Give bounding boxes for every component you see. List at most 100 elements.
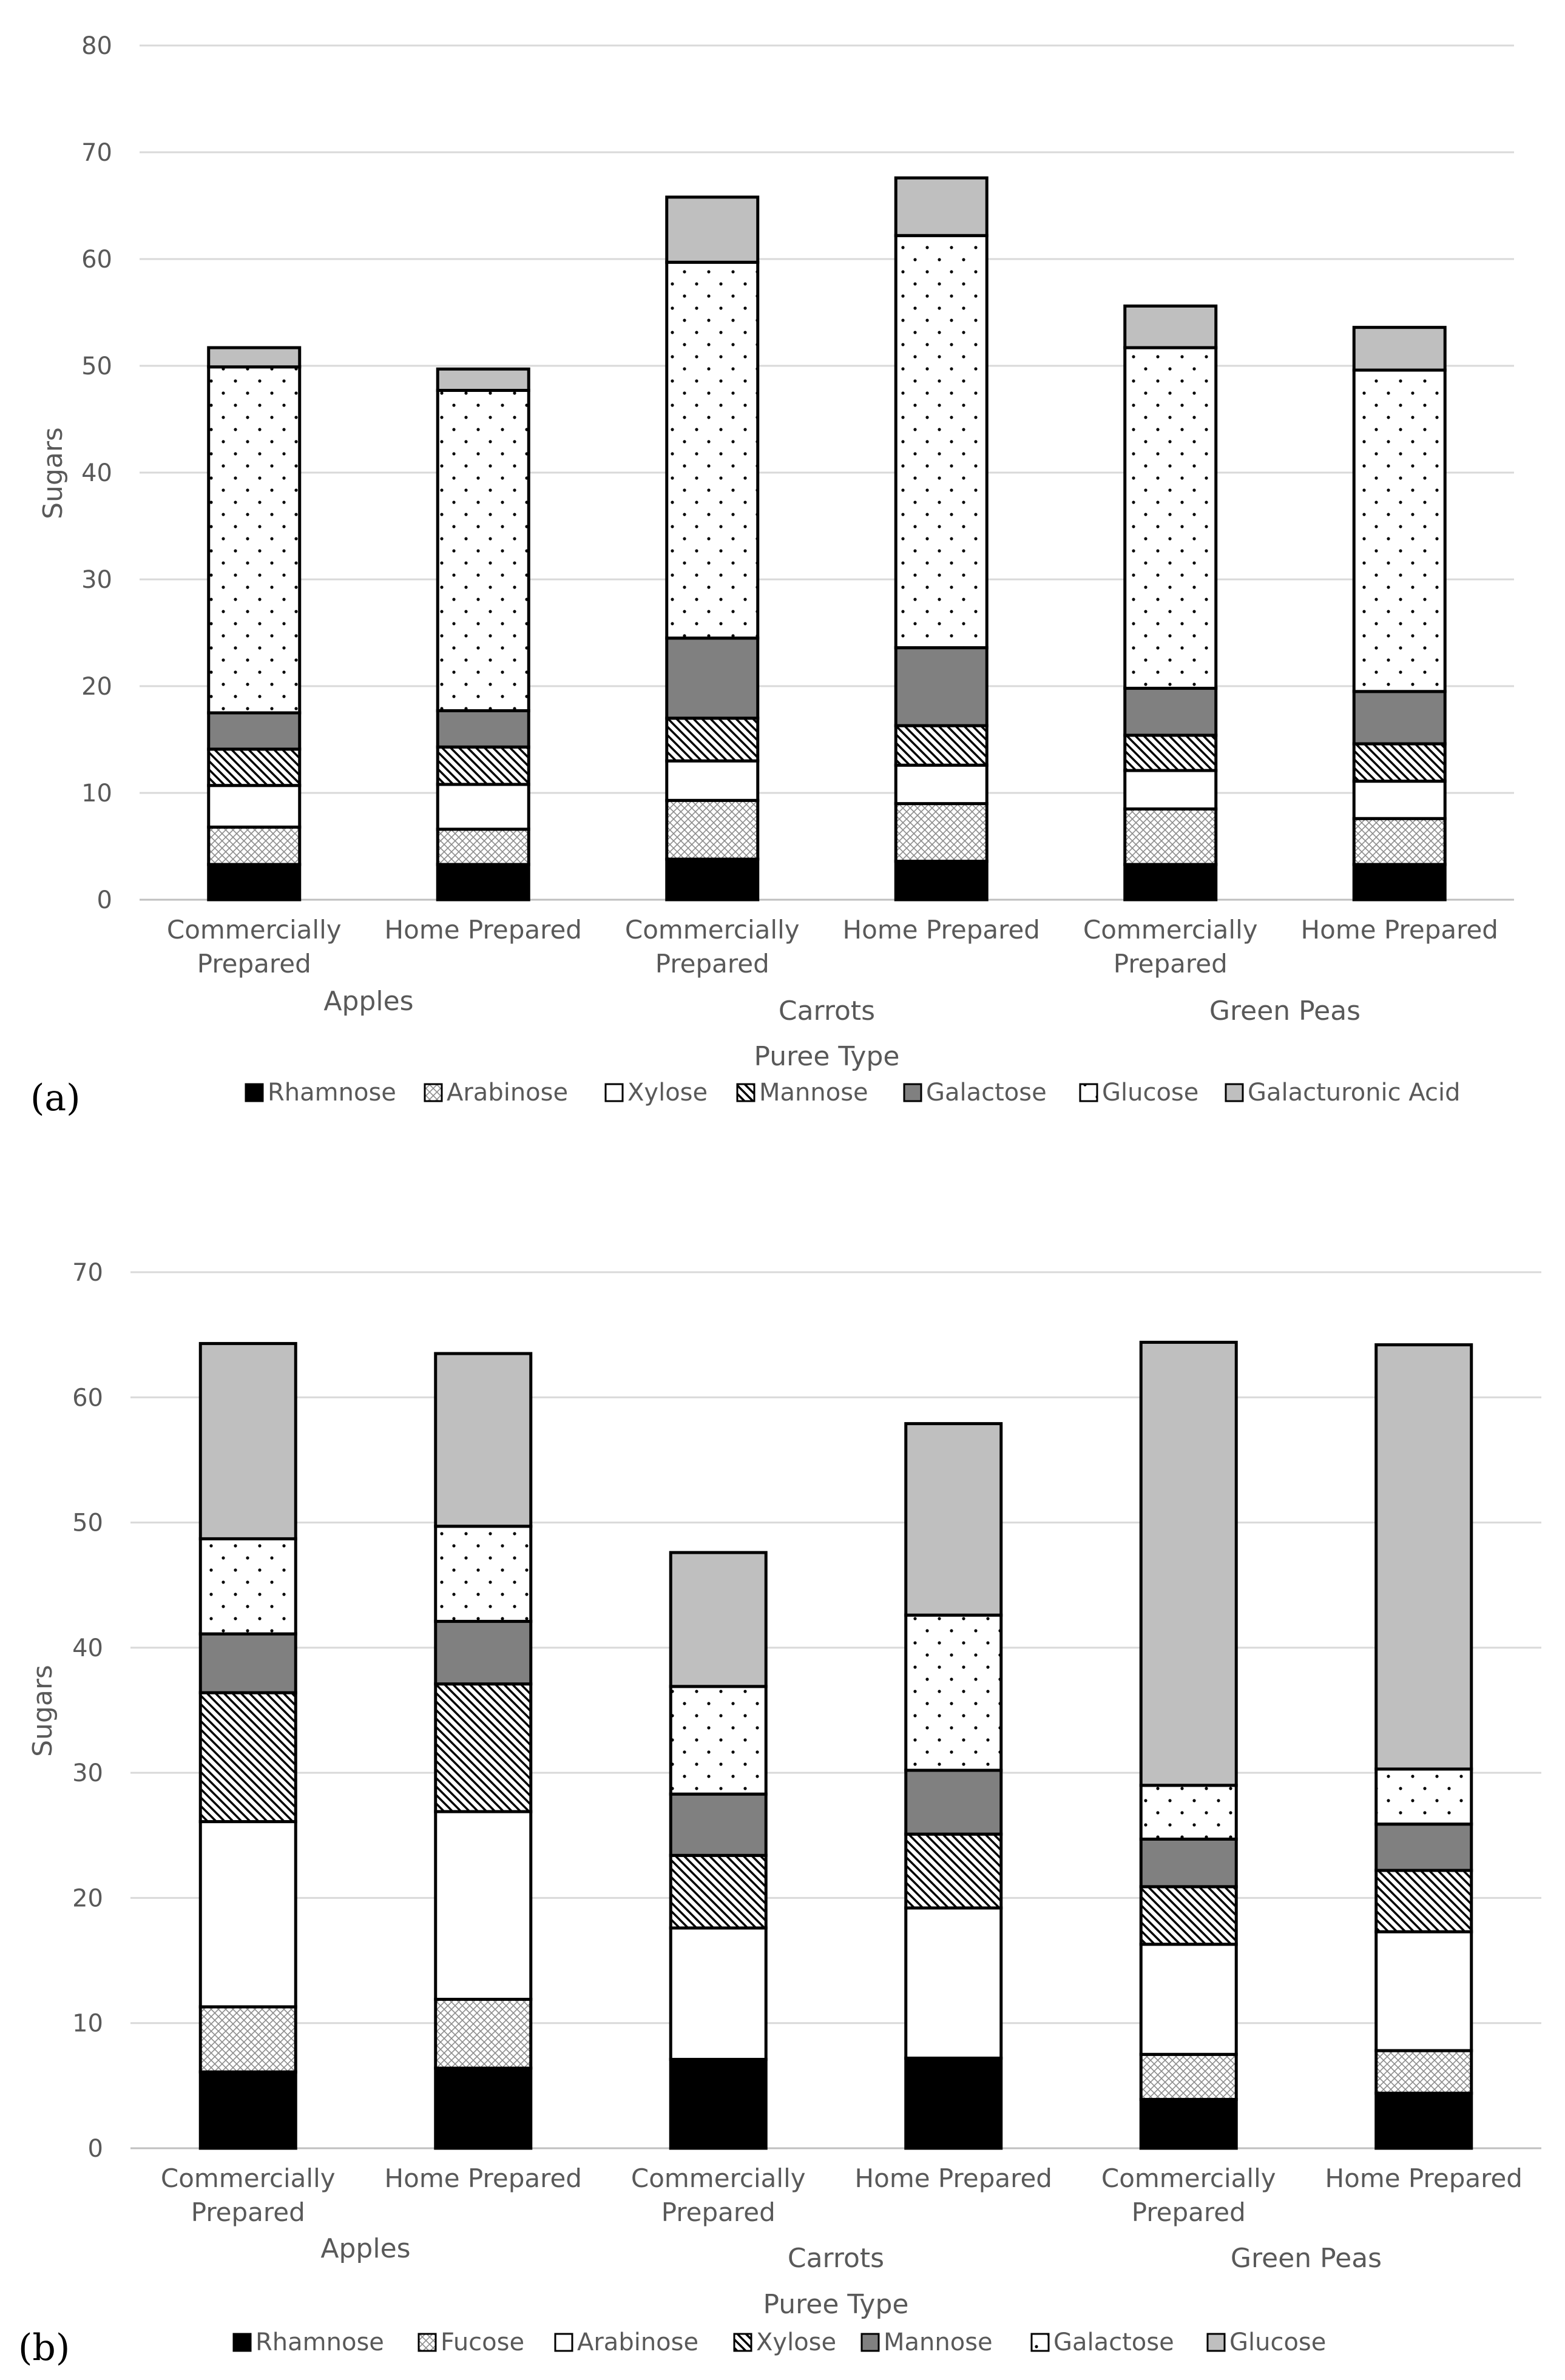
legend-swatch-xylose bbox=[733, 2333, 752, 2352]
legend-swatch-galactose bbox=[1030, 2333, 1050, 2352]
x-category-label: Prepared bbox=[661, 2197, 776, 2227]
y-tick-label-20: 20 bbox=[81, 673, 112, 701]
bar-segment-xylose-3 bbox=[904, 1832, 1003, 1910]
bar-segment-xylose-4 bbox=[1123, 769, 1218, 811]
bar-segment-mannose-3 bbox=[894, 724, 989, 767]
panel-a: 0 10 20 30 40 50 60 70 80 Commercially Prepared Hom… bbox=[30, 32, 1514, 1119]
legend-label-glucose: Glucose bbox=[1102, 1079, 1198, 1107]
x-category-label: Commercially bbox=[161, 2163, 336, 2193]
bar-segment-rhamnose-0 bbox=[198, 2070, 297, 2150]
group-label-apples: Apples bbox=[323, 986, 413, 1017]
bar-segment-mannose-1 bbox=[436, 745, 530, 786]
legend-swatch-xylose bbox=[604, 1083, 624, 1102]
bar-segment-xylose-3 bbox=[894, 763, 989, 806]
x-category-label: Commercially bbox=[625, 915, 800, 945]
legend-swatch-arabinose bbox=[424, 1083, 443, 1102]
bar-segment-galacturonic-acid-5 bbox=[1352, 326, 1447, 372]
bar-segment-arabinose-1 bbox=[436, 828, 530, 866]
legend-swatch-rhamnose bbox=[245, 1083, 264, 1102]
bar-segment-galacturonic-acid-1 bbox=[436, 367, 530, 392]
x-category-label: Home Prepared bbox=[855, 2163, 1052, 2193]
bar-segment-rhamnose-2 bbox=[665, 857, 760, 902]
x-category-label: Home Prepared bbox=[1301, 915, 1498, 945]
bar-segment-galactose-2 bbox=[669, 1685, 768, 1796]
legend-swatch-rhamnose bbox=[232, 2333, 252, 2352]
legend-swatch-glucose bbox=[1206, 2333, 1226, 2352]
bar-segment-arabinose-4 bbox=[1123, 807, 1218, 866]
group-label-carrots: Carrots bbox=[788, 2243, 884, 2274]
bar-segment-glucose-2 bbox=[665, 260, 760, 640]
legend-label-mannose: Mannose bbox=[884, 2328, 993, 2356]
legend-label-rhamnose: Rhamnose bbox=[255, 2328, 384, 2356]
legend-swatch-fucose bbox=[417, 2333, 437, 2352]
bar-segment-galacturonic-acid-2 bbox=[665, 195, 760, 264]
bar-segment-galactose-4 bbox=[1139, 1784, 1238, 1841]
y-tick-label-0: 0 bbox=[88, 2135, 103, 2163]
bar-segment-galactose-0 bbox=[207, 711, 302, 751]
x-category-label: Home Prepared bbox=[385, 2163, 582, 2193]
bar-segment-xylose-0 bbox=[198, 1691, 297, 1824]
legend-swatch-galacturonic-acid bbox=[1225, 1083, 1244, 1102]
group-label-green-peas: Green Peas bbox=[1231, 2243, 1382, 2274]
bar-segment-glucose-1 bbox=[436, 388, 530, 712]
bar-segment-glucose-5 bbox=[1374, 1343, 1473, 1771]
bar-segment-xylose-1 bbox=[434, 1682, 533, 1813]
legend-label-glucose: Glucose bbox=[1229, 2328, 1326, 2356]
x-category-label: Prepared bbox=[1132, 2197, 1246, 2227]
panel-label: (a) bbox=[30, 1077, 81, 1119]
legend-swatch-galactose bbox=[903, 1083, 922, 1102]
legend-swatch-glucose bbox=[1079, 1083, 1098, 1102]
bar-segment-mannose-5 bbox=[1374, 1822, 1473, 1872]
y-tick-label-50: 50 bbox=[72, 1509, 103, 1537]
legend-label-xylose: Xylose bbox=[627, 1079, 708, 1107]
x-category-label: Home Prepared bbox=[843, 915, 1040, 945]
bar-segment-galactose-5 bbox=[1352, 690, 1447, 746]
bar-segment-galactose-4 bbox=[1123, 687, 1218, 737]
bar-segment-arabinose-1 bbox=[434, 1810, 533, 2001]
bar-segment-arabinose-5 bbox=[1352, 817, 1447, 866]
bar-segment-arabinose-0 bbox=[207, 825, 302, 866]
legend-swatch-mannose bbox=[736, 1083, 755, 1102]
y-tick-label-40: 40 bbox=[81, 459, 112, 487]
legend-label-galactose: Galactose bbox=[1053, 2328, 1174, 2356]
bar-segment-arabinose-3 bbox=[894, 802, 989, 863]
bar-segment-glucose-4 bbox=[1123, 346, 1218, 690]
bar-segment-galactose-3 bbox=[904, 1613, 1003, 1772]
x-category-label: Commercially bbox=[1101, 2163, 1276, 2193]
x-category-label: Home Prepared bbox=[385, 915, 582, 945]
bar-segment-arabinose-0 bbox=[198, 1820, 297, 2009]
bar-segment-mannose-4 bbox=[1123, 733, 1218, 772]
bar-segment-xylose-2 bbox=[669, 1853, 768, 1930]
x-category-label: Commercially bbox=[167, 915, 342, 945]
x-category-label: Prepared bbox=[655, 949, 769, 979]
bar-segment-galactose-1 bbox=[436, 709, 530, 749]
bar-segment-fucose-5 bbox=[1374, 2049, 1473, 2095]
bar-segment-galactose-1 bbox=[434, 1525, 533, 1623]
legend-swatch-mannose bbox=[860, 2333, 880, 2352]
y-tick-label-10: 10 bbox=[81, 780, 112, 807]
x-category-label: Home Prepared bbox=[1325, 2163, 1523, 2193]
bar-segment-galactose-0 bbox=[198, 1537, 297, 1636]
bar-segment-mannose-2 bbox=[669, 1792, 768, 1857]
bar-segment-arabinose-2 bbox=[665, 798, 760, 861]
legend-label-galacturonic-acid: Galacturonic Acid bbox=[1248, 1079, 1461, 1107]
bar-segment-glucose-3 bbox=[894, 234, 989, 650]
y-tick-label-80: 80 bbox=[81, 32, 112, 60]
y-tick-label-70: 70 bbox=[72, 1259, 103, 1287]
bar-segment-rhamnose-5 bbox=[1374, 2091, 1473, 2150]
bar-segment-galacturonic-acid-4 bbox=[1123, 304, 1218, 349]
legend-label-arabinose: Arabinose bbox=[577, 2328, 698, 2356]
bar-segment-galacturonic-acid-0 bbox=[207, 346, 302, 369]
bar-segment-arabinose-4 bbox=[1139, 1943, 1238, 2056]
bar-segment-galactose-3 bbox=[894, 646, 989, 727]
bar-segment-mannose-0 bbox=[198, 1632, 297, 1694]
bar-segment-mannose-1 bbox=[434, 1620, 533, 1686]
y-axis-title: Sugars bbox=[38, 427, 69, 519]
bar-segment-xylose-5 bbox=[1374, 1869, 1473, 1933]
x-category-label: Prepared bbox=[191, 2197, 305, 2227]
bar-segment-rhamnose-3 bbox=[894, 860, 989, 902]
bar-segment-xylose-1 bbox=[436, 783, 530, 831]
bar-segment-rhamnose-0 bbox=[207, 863, 302, 902]
legend-swatch-arabinose bbox=[554, 2333, 573, 2352]
